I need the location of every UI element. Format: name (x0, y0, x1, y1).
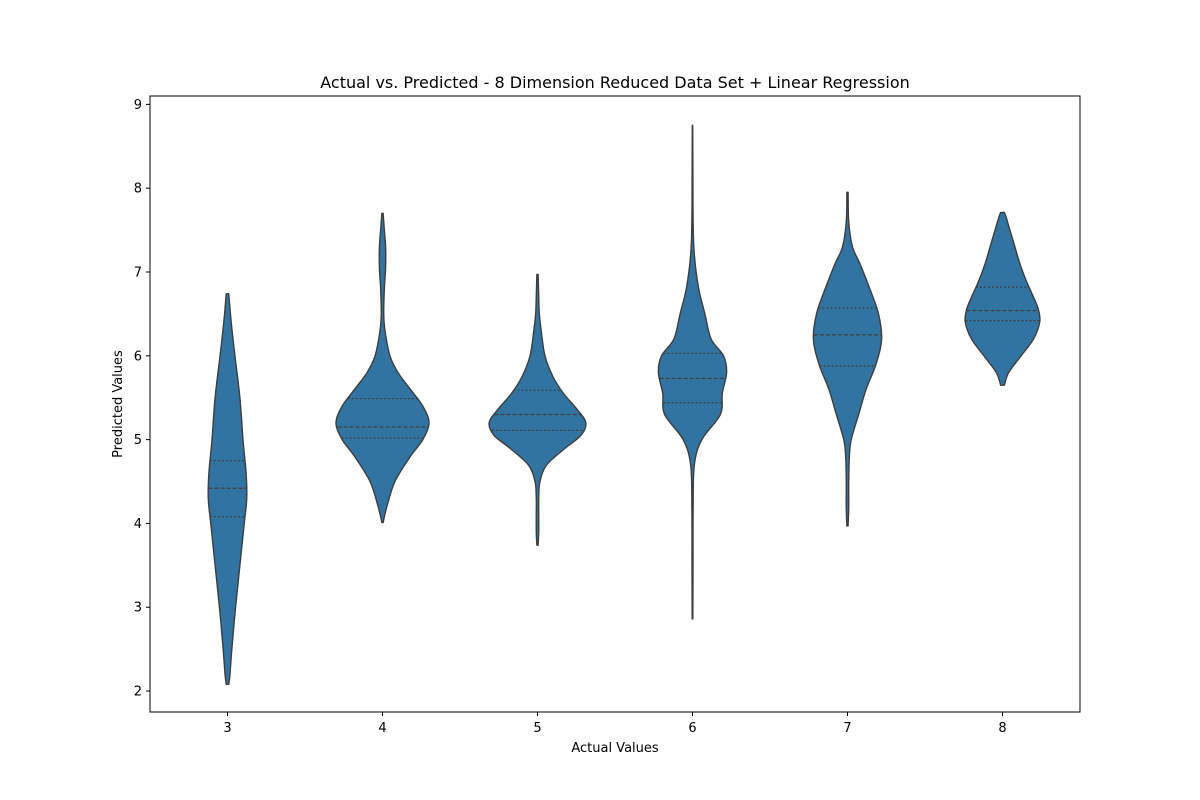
violin-body (488, 273, 587, 546)
violin-8 (964, 211, 1041, 386)
violin-body (812, 191, 883, 527)
y-axis-ticks: 2 3 4 5 6 7 8 9 (134, 98, 150, 700)
y-tick-label: 7 (134, 266, 142, 281)
y-tick-label: 9 (134, 98, 142, 113)
x-tick-label: 5 (533, 721, 541, 736)
y-axis-label: Predicted Values (111, 350, 126, 458)
y-tick-label: 3 (134, 601, 142, 616)
x-axis-ticks: 3 4 5 6 7 8 (223, 712, 1007, 736)
x-tick-label: 7 (843, 721, 851, 736)
violin-body (335, 212, 430, 524)
violin-body (964, 211, 1041, 386)
violin-5 (488, 273, 587, 546)
violin-4 (335, 212, 430, 524)
violin-body (657, 124, 728, 620)
x-axis-label: Actual Values (571, 741, 659, 756)
chart-title: Actual vs. Predicted - 8 Dimension Reduc… (320, 73, 910, 92)
x-tick-label: 6 (688, 721, 696, 736)
violin-3 (207, 293, 248, 686)
violin-6 (657, 124, 728, 620)
y-tick-label: 8 (134, 182, 142, 197)
plot-frame (149, 95, 1081, 713)
y-tick-label: 6 (134, 349, 142, 364)
violin-7 (812, 191, 883, 527)
y-tick-label: 4 (134, 517, 142, 532)
y-tick-label: 5 (134, 433, 142, 448)
x-tick-label: 3 (223, 721, 231, 736)
violin-body (207, 293, 248, 686)
y-tick-label: 2 (134, 685, 142, 700)
x-tick-label: 8 (998, 721, 1006, 736)
x-tick-label: 4 (378, 721, 386, 736)
violin-group (207, 124, 1041, 686)
